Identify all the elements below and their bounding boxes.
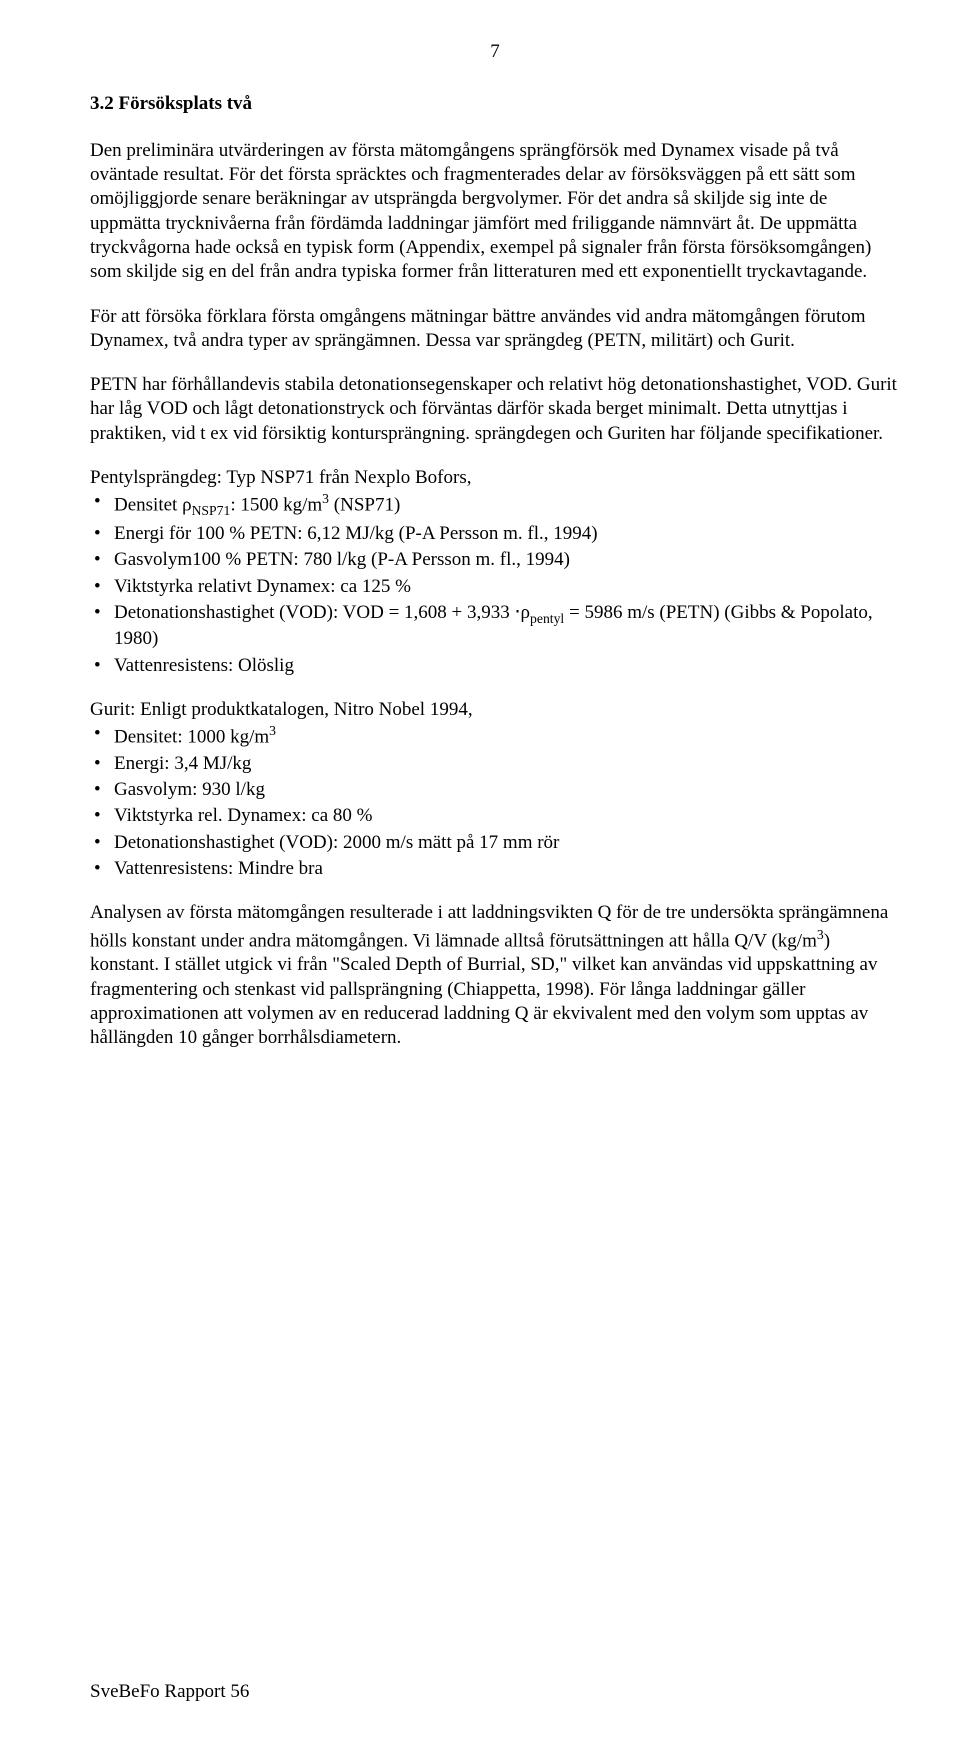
gurit-list-item: Vattenresistens: Mindre bra [90, 857, 900, 881]
paragraph-4: Analysen av första mätomgången resultera… [90, 901, 900, 1050]
footer-text: SveBeFo Rapport 56 [90, 1680, 249, 1704]
document-page: 7 3.2 Försöksplats två Den preliminära u… [0, 0, 960, 1738]
paragraph-1: Den preliminära utvärderingen av första … [90, 139, 900, 285]
gurit-intro: Gurit: Enligt produktkatalogen, Nitro No… [90, 698, 900, 722]
pentyl-list-item: Densitet ρNSP71: 1500 kg/m3 (NSP71) [90, 490, 900, 520]
pentyl-list: Densitet ρNSP71: 1500 kg/m3 (NSP71)Energ… [90, 490, 900, 678]
gurit-list-item: Energi: 3,4 MJ/kg [90, 752, 900, 776]
gurit-list: Densitet: 1000 kg/m3Energi: 3,4 MJ/kgGas… [90, 722, 900, 881]
pentyl-list-item: Vattenresistens: Olöslig [90, 654, 900, 678]
gurit-list-item: Densitet: 1000 kg/m3 [90, 722, 900, 750]
pentyl-list-item: Gasvolym100 % PETN: 780 l/kg (P-A Persso… [90, 548, 900, 572]
gurit-list-item: Gasvolym: 930 l/kg [90, 778, 900, 802]
pentyl-list-item: Energi för 100 % PETN: 6,12 MJ/kg (P-A P… [90, 522, 900, 546]
section-heading: 3.2 Försöksplats två [90, 92, 900, 116]
gurit-list-item: Viktstyrka rel. Dynamex: ca 80 % [90, 804, 900, 828]
paragraph-2: För att försöka förklara första omgången… [90, 305, 900, 354]
gurit-list-item: Detonationshastighet (VOD): 2000 m/s mät… [90, 831, 900, 855]
paragraph-3: PETN har förhållandevis stabila detonati… [90, 373, 900, 446]
pentyl-list-item: Viktstyrka relativt Dynamex: ca 125 % [90, 575, 900, 599]
pentyl-list-item: Detonationshastighet (VOD): VOD = 1,608 … [90, 601, 900, 652]
page-number: 7 [90, 40, 900, 64]
pentyl-intro: Pentylsprängdeg: Typ NSP71 från Nexplo B… [90, 466, 900, 490]
